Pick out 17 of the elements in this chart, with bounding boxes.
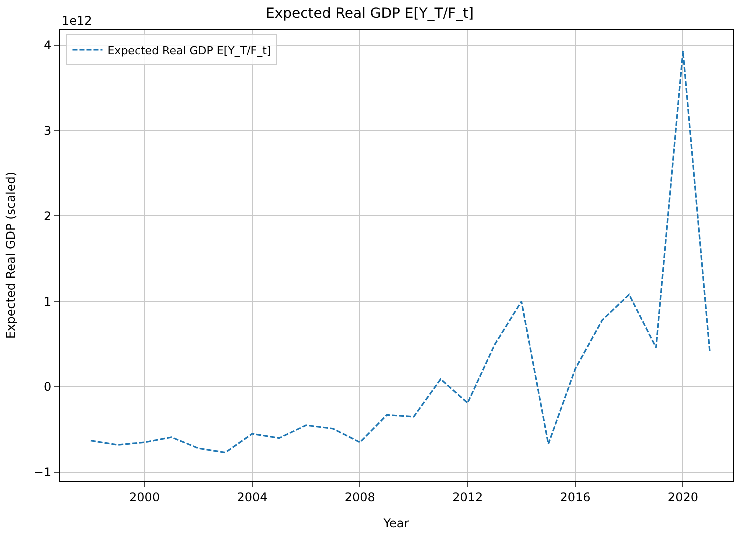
- x-tick-label: 2016: [560, 490, 591, 504]
- x-tick-label: 2004: [237, 490, 268, 504]
- y-tick-label: 2: [44, 209, 52, 224]
- y-tick-label: 1: [44, 294, 52, 309]
- y-tick-label: −1: [34, 466, 52, 480]
- x-tick-label: 2008: [344, 490, 376, 504]
- y-tick-label: 4: [44, 38, 52, 53]
- x-axis-title: Year: [382, 516, 410, 530]
- x-tick-label: 2012: [452, 490, 484, 504]
- legend-label: Expected Real GDP E[Y_T/F_t]: [108, 44, 272, 58]
- chart-title: Expected Real GDP E[Y_T/F_t]: [266, 6, 474, 22]
- y-tick-label: 0: [44, 380, 52, 394]
- x-tick-label: 2020: [668, 490, 698, 504]
- y-tick-label: 3: [44, 124, 52, 138]
- text: 1e12: [62, 14, 92, 28]
- y-axis-title: Expected Real GDP (scaled): [4, 172, 18, 339]
- x-tick-label: 2000: [130, 490, 160, 504]
